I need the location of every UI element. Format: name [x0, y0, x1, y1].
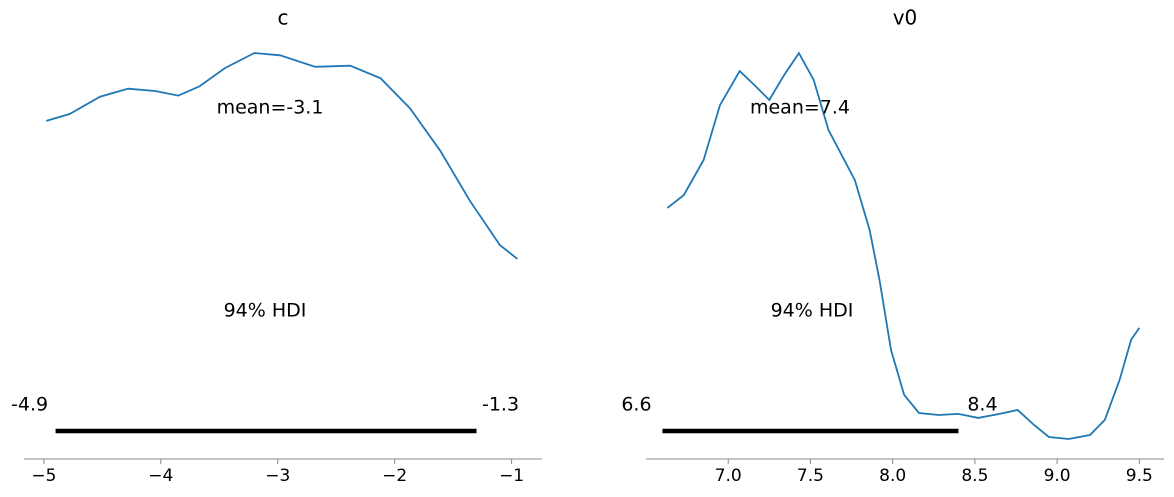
mean-label: mean=-3.1: [217, 97, 324, 119]
x-tick-label: −5: [31, 466, 56, 486]
mean-label: mean=7.4: [750, 97, 850, 119]
x-tick-label: −1: [499, 466, 524, 486]
hdi-high-label: 8.4: [967, 394, 997, 416]
hdi-low-label: 6.6: [621, 394, 651, 416]
x-tick-label: −4: [148, 466, 173, 486]
x-tick-label: 8.0: [879, 466, 906, 486]
hdi-label: 94% HDI: [224, 300, 307, 322]
hdi-low-label: -4.9: [11, 394, 48, 416]
x-tick-label: −2: [382, 466, 407, 486]
x-tick-label: −3: [265, 466, 290, 486]
density-line: [45, 52, 518, 260]
hdi-label: 94% HDI: [771, 300, 854, 322]
panel-title: c: [278, 6, 289, 30]
density-line: [666, 51, 1141, 440]
x-tick-label: 7.0: [715, 466, 742, 486]
x-tick-label: 8.5: [961, 466, 988, 486]
x-tick-label: 9.5: [1126, 466, 1153, 486]
x-tick-label: 9.0: [1044, 466, 1071, 486]
x-tick-label: 7.5: [797, 466, 824, 486]
hdi-high-label: -1.3: [482, 394, 519, 416]
panel-title: v0: [893, 6, 918, 30]
